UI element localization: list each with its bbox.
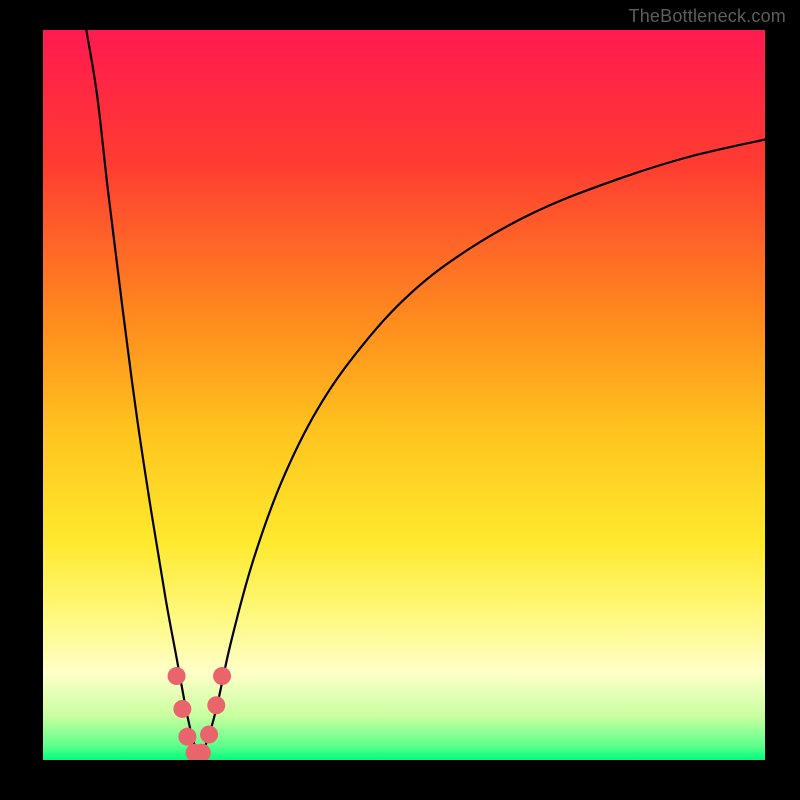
curve-marker bbox=[168, 667, 186, 685]
watermark-text: TheBottleneck.com bbox=[629, 6, 786, 27]
curve-marker bbox=[200, 725, 218, 743]
curve-marker bbox=[207, 696, 225, 714]
plot-svg bbox=[43, 30, 765, 760]
bottleneck-curve-chart bbox=[43, 30, 765, 760]
chart-frame: TheBottleneck.com bbox=[0, 0, 800, 800]
curve-marker bbox=[173, 700, 191, 718]
curve-marker bbox=[178, 728, 196, 746]
curve-marker bbox=[213, 667, 231, 685]
gradient-background bbox=[43, 30, 765, 760]
